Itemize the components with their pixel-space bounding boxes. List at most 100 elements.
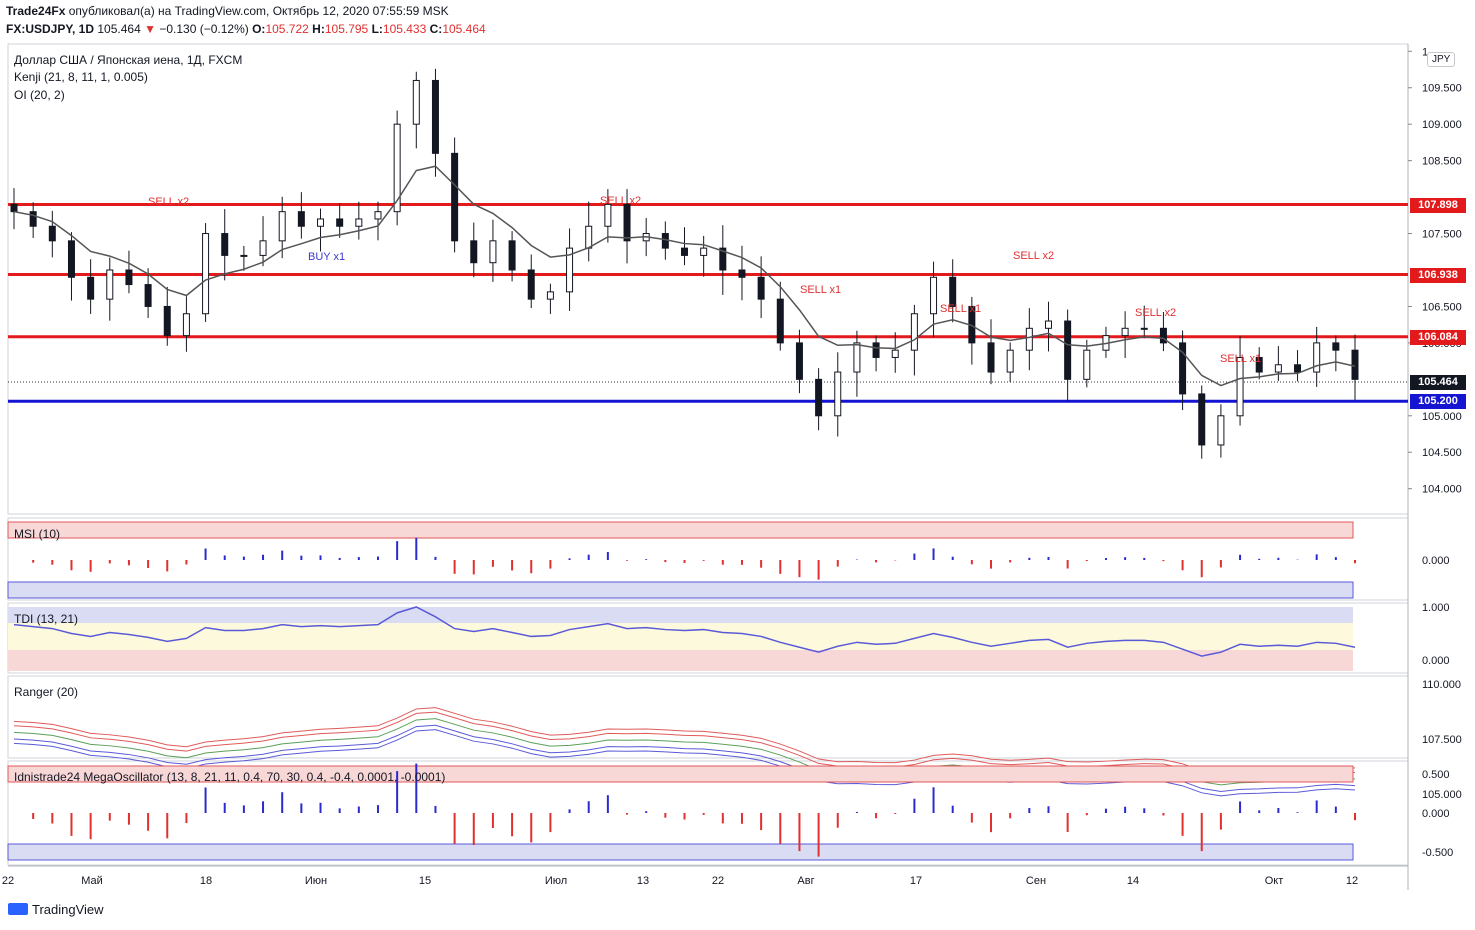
time-axis-label: Окт (1265, 875, 1284, 887)
ranger-tick-label: 110.000 (1422, 679, 1461, 691)
time-axis-label: Июн (305, 875, 327, 887)
time-axis-label: 12 (1346, 875, 1358, 887)
candle-body (949, 276, 957, 307)
candle-body (872, 342, 880, 358)
tradingview-logo[interactable]: TradingView (8, 902, 104, 917)
candle-body (1121, 327, 1129, 337)
open-label: O: (252, 22, 266, 36)
tdi-legend[interactable]: TDI (13, 21) (14, 612, 79, 626)
oi-legend[interactable]: OI (20, 2) (14, 88, 65, 102)
sell-signal-label: SELL x2 (1013, 250, 1054, 262)
candle-body (29, 211, 37, 227)
kenji-legend[interactable]: Kenji (21, 8, 11, 1, 0.005) (14, 70, 148, 84)
candle-body (757, 276, 765, 300)
candle-body (163, 305, 171, 337)
low-label: L: (371, 22, 383, 36)
candle-body (1332, 342, 1340, 351)
candle-body (1255, 356, 1263, 373)
candle-body (1140, 327, 1148, 330)
candle-body (87, 276, 95, 300)
candle-body (431, 79, 439, 154)
price-tag[interactable]: 106.084 (1410, 329, 1466, 345)
candle-body (527, 269, 535, 300)
time-axis-label: 13 (637, 875, 649, 887)
sell-signal-label: SELL x2 (600, 195, 641, 207)
sell-signal-label: SELL x1 (1220, 353, 1261, 365)
buy-signal-label: BUY x1 (308, 251, 345, 263)
sell-signal-label: SELL x1 (800, 284, 841, 296)
ranger-pane (7, 675, 1409, 759)
price-tag[interactable]: 106.938 (1410, 267, 1466, 283)
tdi-tick-label: 0.000 (1422, 655, 1450, 667)
close-label: C: (429, 22, 443, 36)
price-tag[interactable]: 105.464 (1410, 374, 1466, 390)
time-axis-label: 15 (419, 875, 431, 887)
mega-tick-label: -0.500 (1422, 847, 1453, 859)
candle-body (106, 269, 114, 300)
candle-body (1351, 349, 1359, 380)
candle-body (259, 240, 267, 256)
candle-body (125, 269, 133, 286)
tdi-tick-label: 1.000 (1422, 602, 1450, 614)
mega-lower-band (7, 843, 1354, 861)
mega-legend[interactable]: Idnistrade24 MegaOscillator (13, 8, 21, … (14, 770, 446, 784)
candle-body (317, 218, 325, 227)
ranger-tick-label: 107.500 (1422, 734, 1462, 746)
open-value: 105.722 (265, 22, 309, 36)
main-axis-tick-label: 104.500 (1422, 447, 1462, 459)
time-axis-label: Июл (545, 875, 567, 887)
close-value: 105.464 (442, 22, 486, 36)
tdi-line (13, 606, 1356, 657)
ranger-legend[interactable]: Ranger (20) (14, 685, 79, 699)
candle-body (1044, 320, 1052, 329)
ranger-line (13, 707, 1356, 775)
ranger-line (13, 711, 1356, 779)
candle-body (1064, 320, 1072, 380)
candle-body (374, 211, 382, 220)
author-name[interactable]: Trade24Fx (6, 4, 66, 18)
publish-info: опубликовал(а) на TradingView.com, Октяб… (65, 4, 449, 18)
candle-body (412, 79, 420, 125)
low-value: 105.433 (382, 22, 427, 36)
candle-body (336, 218, 344, 227)
candle-body (393, 123, 401, 213)
publish-line: Trade24Fx опубликовал(а) на TradingView.… (6, 4, 449, 18)
sell-signal-label: SELL x1 (940, 303, 981, 315)
candle-body (834, 371, 842, 417)
time-axis-label: 17 (910, 875, 922, 887)
candle-body (910, 313, 918, 351)
msi-legend[interactable]: MSI (10) (14, 527, 61, 541)
candle-body (930, 276, 938, 315)
candle-body (1159, 327, 1167, 344)
time-axis-label: Авг (797, 875, 814, 887)
time-axis-label: 14 (1127, 875, 1139, 887)
price-tag[interactable]: 105.200 (1410, 394, 1466, 410)
candle-body (297, 211, 305, 227)
main-pane (7, 43, 1409, 515)
candle-body (1274, 364, 1282, 373)
kenji-average-line (13, 165, 1356, 387)
msi-tick-label: 0.000 (1422, 555, 1450, 567)
last-price: 105.464 (97, 22, 141, 36)
candle-body (278, 211, 286, 242)
candle-body (48, 225, 56, 242)
candle-body (202, 233, 210, 315)
candle-body (623, 203, 631, 242)
msi-upper-band (7, 521, 1354, 539)
candle-body (853, 342, 861, 373)
main-axis-tick-label: 104.000 (1422, 484, 1462, 496)
price-tag[interactable]: 107.898 (1410, 197, 1466, 213)
ohlc-line: FX:USDJPY, 1D 105.464 ▼ −0.130 (−0.12%) … (6, 22, 486, 36)
time-axis-label: 22 (712, 875, 724, 887)
currency-badge[interactable]: JPY (1427, 52, 1456, 67)
candle-body (67, 240, 75, 278)
tradingview-logo-icon (8, 903, 28, 915)
candle-body (1217, 415, 1225, 446)
mega-tick-label: 0.000 (1422, 808, 1450, 820)
chart-title: Доллар США / Японская иена, 1Д, FXCM (14, 53, 243, 67)
down-arrow-icon: ▼ (144, 22, 156, 36)
main-axis-tick-label: 109.000 (1422, 119, 1462, 131)
candle-body (489, 240, 497, 264)
time-axis-label: Сен (1026, 875, 1046, 887)
